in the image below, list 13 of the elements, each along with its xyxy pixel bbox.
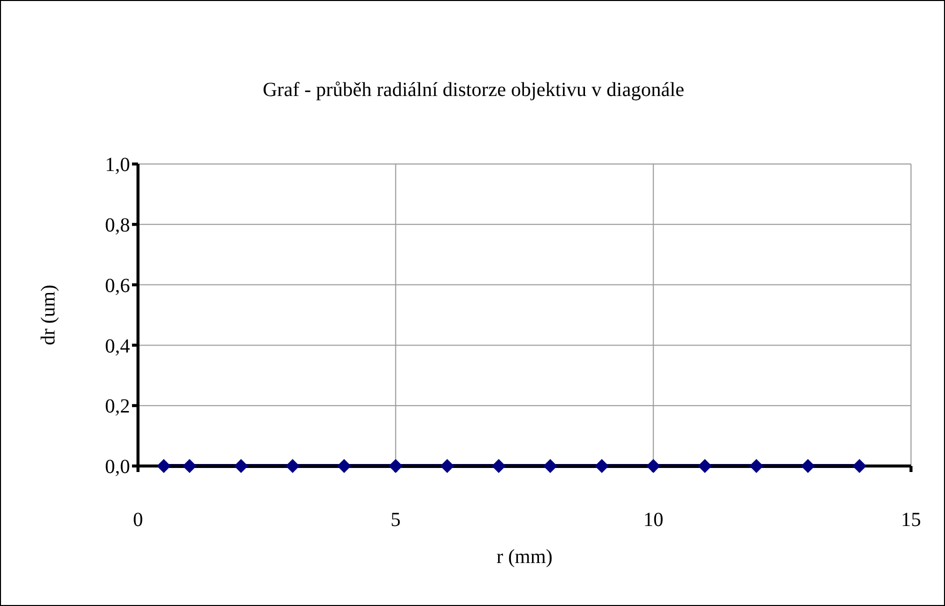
y-tick-label: 0,8 xyxy=(105,214,130,236)
x-tick-label: 15 xyxy=(901,509,921,532)
y-tick-label: 0,2 xyxy=(105,396,130,418)
x-tick-label: 5 xyxy=(390,509,401,532)
y-tick-label: 0,4 xyxy=(105,335,130,358)
y-tick-label: 0,6 xyxy=(105,274,130,297)
x-axis-title: r (mm) xyxy=(495,546,554,569)
x-tick-label: 0 xyxy=(133,509,143,532)
y-tick-label: 1,0 xyxy=(105,154,130,176)
chart-title: Graf - průběh radiální distorze objektivu v diagonále xyxy=(262,79,686,102)
x-tick-label: 10 xyxy=(643,509,664,532)
y-axis-title: dr (um) xyxy=(38,284,60,346)
y-tick-label: 0,0 xyxy=(105,456,130,478)
